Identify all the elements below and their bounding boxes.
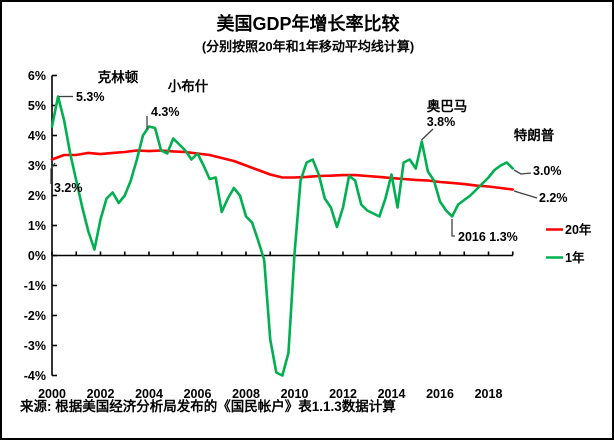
annotation-peak-2015: 3.8% <box>427 115 456 129</box>
leader-line-end-1yr <box>513 169 532 175</box>
x-tick-label: 2014 <box>378 387 406 401</box>
legend-label-1yr: 1年 <box>565 250 585 265</box>
x-tick-label: 2008 <box>232 387 260 401</box>
series-line-1yr <box>50 95 515 377</box>
leader-line-dip-2016 <box>451 219 455 237</box>
x-tick-label: 2000 <box>38 387 66 401</box>
y-tick-label: -3% <box>24 339 46 353</box>
series-lines <box>50 95 515 377</box>
annotation-obama: 奥巴马 <box>427 98 468 114</box>
chart-title: 美国GDP年增长率比较 <box>216 13 399 34</box>
y-tick-label: 2% <box>28 189 46 203</box>
annotation-dip-2016: 2016 1.3% <box>458 230 518 244</box>
y-tick-label: 6% <box>28 69 46 83</box>
chart-subtitle: (分别按照20年和1年移动平均线计算) <box>202 39 414 54</box>
annotation-end-1yr: 3.0% <box>533 164 562 178</box>
y-tick-label: -4% <box>24 369 46 383</box>
y-tick-label: 0% <box>28 249 46 263</box>
x-tick-label: 2004 <box>135 387 163 401</box>
axes: 6% 5% 4% 3% 2% 1% 0% -1% -2% -3% -4% 2000 2002 2004 20… <box>24 69 514 401</box>
y-tick-label: 5% <box>28 99 46 113</box>
leader-line-end-20yr <box>513 190 538 199</box>
leader-line-peak-2015 <box>421 128 434 141</box>
y-tick-label: 3% <box>28 159 46 173</box>
leader-line-ma20-start <box>50 162 56 184</box>
series-line-20yr <box>50 149 515 191</box>
annotation-end-20yr: 2.2% <box>539 191 568 205</box>
y-tick-label: -2% <box>24 309 46 323</box>
y-tick-label: 1% <box>28 219 46 233</box>
legend: 20年 1年 <box>546 222 592 265</box>
x-tick-label: 2006 <box>184 387 212 401</box>
source-note: 来源: 根据美国经济分析局发布的《国民帐户》表1.1.3数据计算 <box>19 398 396 414</box>
legend-label-20yr: 20年 <box>565 222 592 237</box>
x-tick-label: 2016 <box>426 387 454 401</box>
annotation-trump: 特朗普 <box>514 127 555 143</box>
x-tick-label: 2010 <box>281 387 309 401</box>
annotation-ma20-start: 3.2% <box>54 181 83 195</box>
x-tick-label: 2002 <box>87 387 115 401</box>
y-tick-label: -1% <box>24 279 46 293</box>
annotation-bush: 小布什 <box>168 78 209 94</box>
annotation-peak-2004: 4.3% <box>151 105 180 119</box>
annotation-peak-2000: 5.3% <box>76 90 105 104</box>
annotation-clinton: 克林顿 <box>98 69 139 85</box>
x-tick-label: 2012 <box>329 387 357 401</box>
y-tick-label: 4% <box>28 129 46 143</box>
x-tick-label: 2018 <box>475 387 503 401</box>
